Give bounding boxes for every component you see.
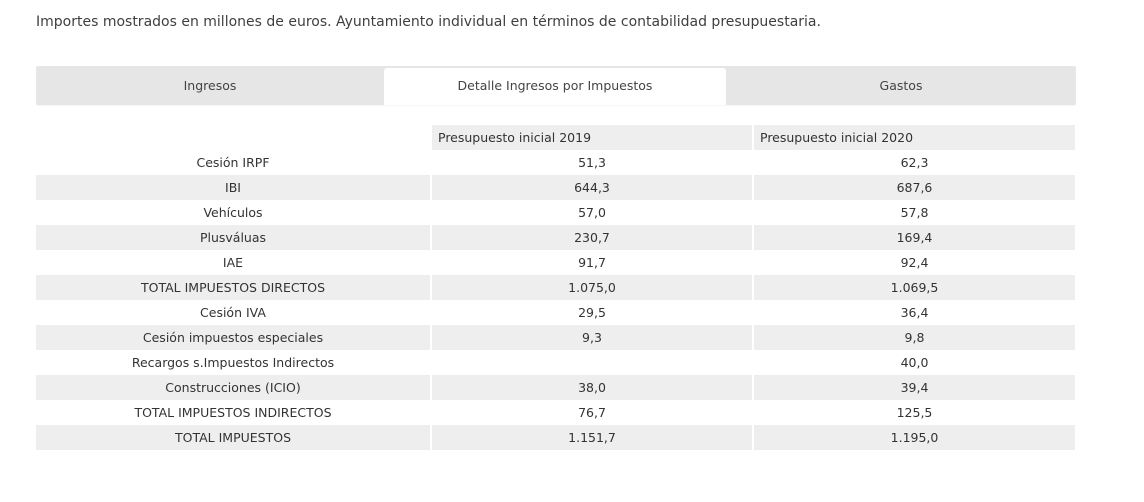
table-row: Cesión IVA 29,5 36,4 [36, 300, 1075, 325]
table-row: Cesión impuestos especiales 9,3 9,8 [36, 325, 1075, 350]
table-row: IBI 644,3 687,6 [36, 175, 1075, 200]
value-2019: 51,3 [430, 150, 752, 175]
row-label: IBI [36, 175, 430, 200]
value-2020: 1.069,5 [752, 275, 1075, 300]
page-caption: Importes mostrados en millones de euros.… [36, 14, 821, 30]
value-2019: 230,7 [430, 225, 752, 250]
value-2020: 9,8 [752, 325, 1075, 350]
value-2019: 57,0 [430, 200, 752, 225]
value-2019: 29,5 [430, 300, 752, 325]
table-row: Recargos s.Impuestos Indirectos 40,0 [36, 350, 1075, 375]
row-label: TOTAL IMPUESTOS DIRECTOS [36, 275, 430, 300]
value-2019: 91,7 [430, 250, 752, 275]
value-2020: 169,4 [752, 225, 1075, 250]
value-2020: 1.195,0 [752, 425, 1075, 450]
tab-gastos[interactable]: Gastos [879, 78, 923, 93]
row-label: Plusváluas [36, 225, 430, 250]
table-row: IAE 91,7 92,4 [36, 250, 1075, 275]
value-2020: 125,5 [752, 400, 1075, 425]
table-row-total-indirectos: TOTAL IMPUESTOS INDIRECTOS 76,7 125,5 [36, 400, 1075, 425]
header-blank [36, 125, 430, 150]
value-2020: 36,4 [752, 300, 1075, 325]
value-2020: 687,6 [752, 175, 1075, 200]
table-row-total-impuestos: TOTAL IMPUESTOS 1.151,7 1.195,0 [36, 425, 1075, 450]
value-2019 [430, 350, 752, 375]
row-label: Vehículos [203, 205, 263, 220]
value-2019: 76,7 [430, 400, 752, 425]
header-budget-2019: Presupuesto inicial 2019 [430, 125, 752, 150]
value-2019: 38,0 [430, 375, 752, 400]
row-label: IAE [222, 255, 244, 270]
row-label: Cesión IVA [200, 305, 266, 320]
table-row: Cesión IRPF 51,3 62,3 [36, 150, 1075, 175]
value-2019: 644,3 [430, 175, 752, 200]
table-row: Vehículos 57,0 57,8 [36, 200, 1075, 225]
tab-bar: Ingresos Detalle Ingresos por Impuestos … [36, 66, 1076, 105]
header-budget-2020: Presupuesto inicial 2020 [752, 125, 1075, 150]
row-label: TOTAL IMPUESTOS INDIRECTOS [134, 405, 332, 420]
value-2019: 9,3 [430, 325, 752, 350]
table-header-row: Presupuesto inicial 2019 Presupuesto ini… [36, 125, 1075, 150]
value-2020: 40,0 [752, 350, 1075, 375]
row-label: Construcciones (ICIO) [36, 375, 430, 400]
tax-income-table: Presupuesto inicial 2019 Presupuesto ini… [36, 125, 1075, 450]
table-row: Plusváluas 230,7 169,4 [36, 225, 1075, 250]
value-2020: 39,4 [752, 375, 1075, 400]
table-row: Construcciones (ICIO) 38,0 39,4 [36, 375, 1075, 400]
value-2020: 92,4 [752, 250, 1075, 275]
table-row-total-directos: TOTAL IMPUESTOS DIRECTOS 1.075,0 1.069,5 [36, 275, 1075, 300]
row-label: Cesión impuestos especiales [36, 325, 430, 350]
value-2019: 1.151,7 [430, 425, 752, 450]
row-label: Recargos s.Impuestos Indirectos [131, 355, 335, 370]
row-label: TOTAL IMPUESTOS [36, 425, 430, 450]
value-2019: 1.075,0 [430, 275, 752, 300]
tab-detalle-ingresos-impuestos[interactable]: Detalle Ingresos por Impuestos [384, 68, 726, 105]
value-2020: 62,3 [752, 150, 1075, 175]
value-2020: 57,8 [752, 200, 1075, 225]
tab-ingresos[interactable]: Ingresos [183, 78, 237, 93]
row-label: Cesión IRPF [196, 155, 270, 170]
